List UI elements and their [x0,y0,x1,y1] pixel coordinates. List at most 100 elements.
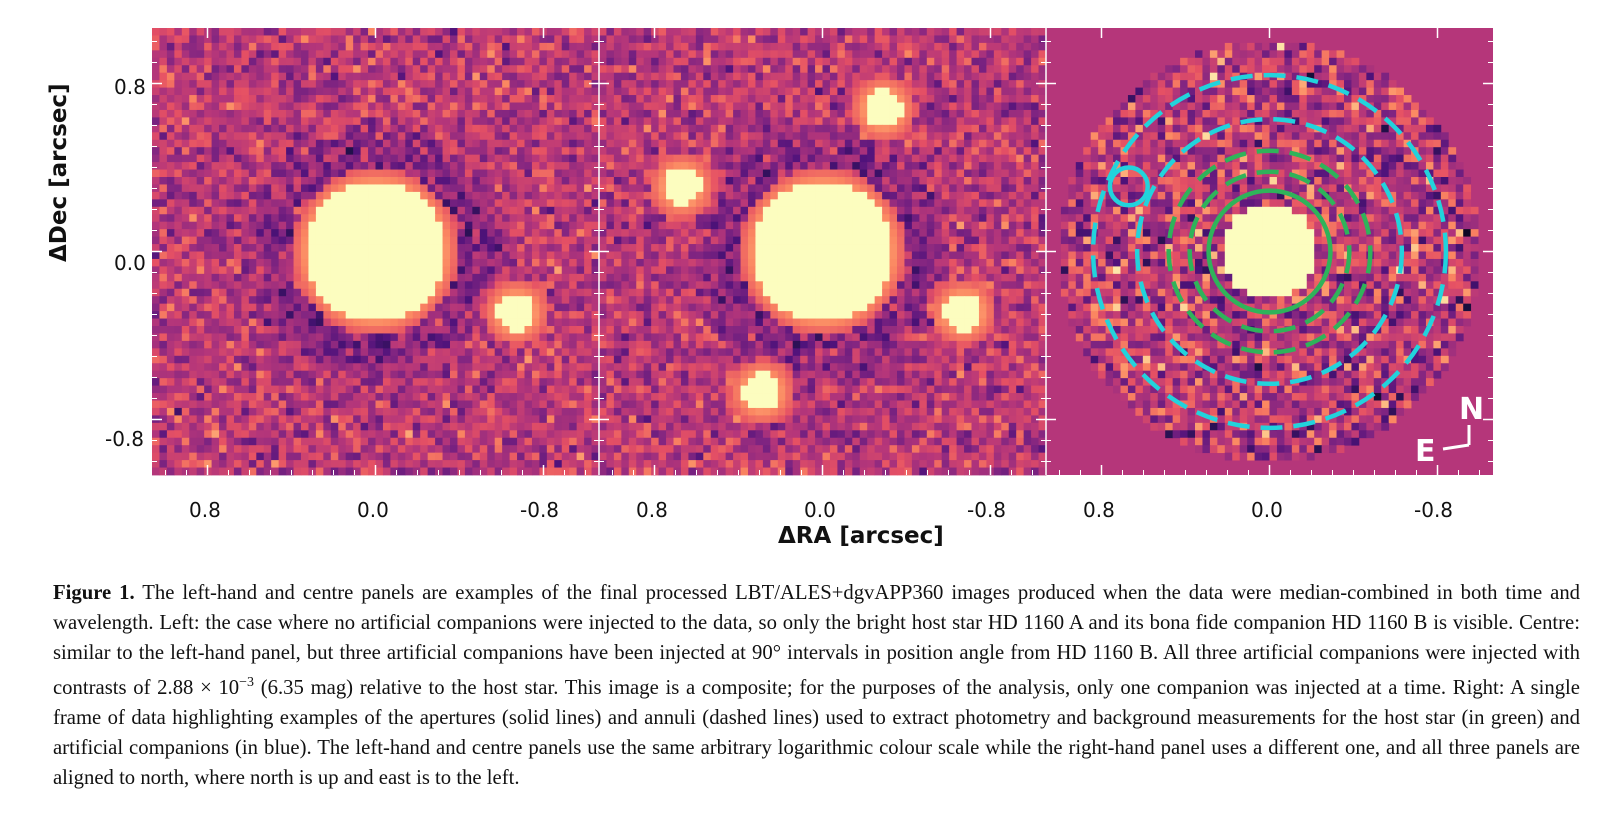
image-pixel [569,251,578,260]
image-pixel [569,102,578,111]
image-pixel [368,80,376,88]
image-pixel [978,57,987,66]
image-pixel [315,28,324,36]
image-pixel [971,169,980,178]
image-pixel [941,147,950,156]
image-pixel [859,80,868,88]
image-pixel [360,124,369,133]
image-pixel [897,177,905,185]
image-pixel [576,124,585,133]
image-pixel [494,147,503,156]
image-pixel [464,393,473,401]
image-pixel [546,311,555,319]
image-pixel [427,400,436,409]
image-pixel [241,80,250,88]
image-pixel [993,42,1002,51]
image-pixel [189,162,198,170]
image-pixel [815,184,823,193]
image-pixel [859,102,868,111]
image-pixel [859,147,868,156]
image-pixel [554,28,563,36]
image-pixel [531,57,540,66]
image-pixel [420,35,429,44]
image-pixel [792,177,801,185]
image-pixel [517,147,525,156]
image-pixel [152,42,160,51]
image-pixel [442,95,451,103]
image-pixel [248,355,257,364]
image-pixel [323,385,332,394]
image-pixel [330,415,339,424]
image-pixel [330,378,339,386]
image-pixel [301,363,309,372]
image-pixel [181,266,190,275]
image-pixel [271,266,280,275]
image-pixel [695,154,704,163]
image-pixel [524,296,533,305]
image-pixel [755,28,764,36]
image-pixel [502,154,510,163]
image-pixel [233,460,242,468]
image-pixel [1023,177,1032,185]
image-pixel [263,206,272,215]
image-pixel [301,132,309,141]
image-pixel [479,430,488,439]
image-pixel [703,169,712,178]
image-pixel [427,42,436,51]
image-pixel [487,266,496,275]
image-pixel [174,147,183,156]
image-pixel [971,162,980,170]
image-pixel [509,80,518,88]
image-pixel [368,199,376,208]
image-pixel [673,65,682,74]
image-pixel [375,28,384,36]
image-pixel [174,221,183,230]
image-pixel [442,57,451,66]
image-pixel [181,132,190,141]
image-pixel [539,415,548,424]
image-pixel [360,214,369,223]
image-pixel [584,296,592,305]
image-pixel [166,184,175,193]
image-pixel [464,50,473,59]
image-pixel [412,199,421,208]
image-pixel [748,117,756,126]
image-pixel [219,355,227,364]
image-pixel [591,422,600,431]
image-pixel [278,445,287,454]
image-pixel [181,177,190,185]
image-pixel [643,162,652,170]
image-pixel [740,139,749,148]
image-pixel [554,378,563,386]
image-pixel [569,206,578,215]
image-pixel [196,28,205,36]
image-pixel [867,139,876,148]
image-pixel [859,65,868,74]
image-pixel [524,109,533,118]
image-pixel [561,452,570,461]
image-pixel [457,333,466,342]
image-pixel [397,340,406,349]
image-pixel [412,214,421,223]
image-pixel [889,80,898,88]
image-pixel [688,132,697,141]
image-pixel [427,445,436,454]
image-pixel [569,139,578,148]
image-pixel [636,72,645,81]
image-pixel [874,132,883,141]
image-pixel [591,214,600,223]
image-pixel [397,57,406,66]
image-pixel [248,177,257,185]
image-pixel [241,139,250,148]
image-pixel [509,318,518,327]
image-pixel [539,95,548,103]
image-pixel [725,65,734,74]
image-pixel [882,139,890,148]
image-pixel [829,117,838,126]
image-pixel [330,57,339,66]
image-pixel [204,303,212,312]
image-pixel [360,177,369,185]
image-pixel [308,132,317,141]
image-pixel [166,221,175,230]
image-pixel [509,348,518,357]
